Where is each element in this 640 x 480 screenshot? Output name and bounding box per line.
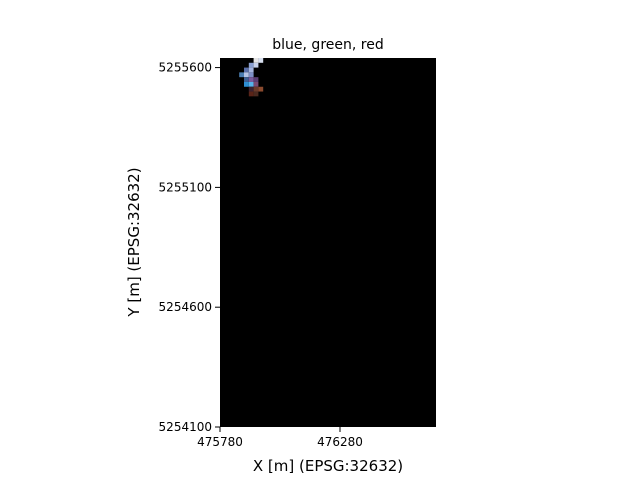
raster-pixel-6 (239, 72, 244, 78)
raster-pixel-7 (244, 72, 249, 78)
plot-area (220, 58, 436, 427)
raster-pixel-12 (244, 81, 249, 87)
raster-pixel-10 (248, 77, 254, 82)
chart-title: blue, green, red (272, 37, 383, 53)
x-tick-label-0: 475780 (197, 435, 243, 449)
raster-pixel-14 (253, 81, 259, 87)
raster-pixel-9 (244, 77, 249, 82)
y-tick-label-1: 5254600 (159, 300, 212, 314)
raster-pixel-2 (248, 62, 254, 68)
raster-pixel-8 (248, 72, 254, 78)
raster-pixel-5 (248, 67, 254, 73)
raster-pixel-15 (248, 86, 254, 92)
x-axis-label: X [m] (EPSG:32632) (253, 457, 403, 475)
x-tick-label-1: 476280 (317, 435, 363, 449)
y-tick-label-2: 5255100 (159, 180, 212, 194)
raster-pixel-3 (253, 62, 259, 68)
raster-pixel-19 (253, 91, 259, 97)
raster-pixel-17 (258, 86, 264, 92)
raster-pixel-0 (253, 58, 259, 63)
raster-pixel-18 (248, 91, 254, 97)
y-axis-label: Y [m] (EPSG:32632) (125, 167, 143, 317)
raster-pixel-16 (253, 86, 259, 92)
y-tick-label-0: 5254100 (159, 420, 212, 434)
raster-pixel-11 (253, 77, 259, 82)
x-axis-ticks: 475780 476280 (197, 427, 363, 449)
y-tick-label-3: 5255600 (159, 61, 212, 75)
y-axis-ticks: 5254100 5254600 5255100 5255600 (159, 61, 220, 434)
raster-pixel-4 (244, 67, 249, 73)
raster-pixel-13 (248, 81, 254, 87)
raster-pixels (239, 58, 264, 97)
raster-pixel-1 (258, 58, 264, 63)
